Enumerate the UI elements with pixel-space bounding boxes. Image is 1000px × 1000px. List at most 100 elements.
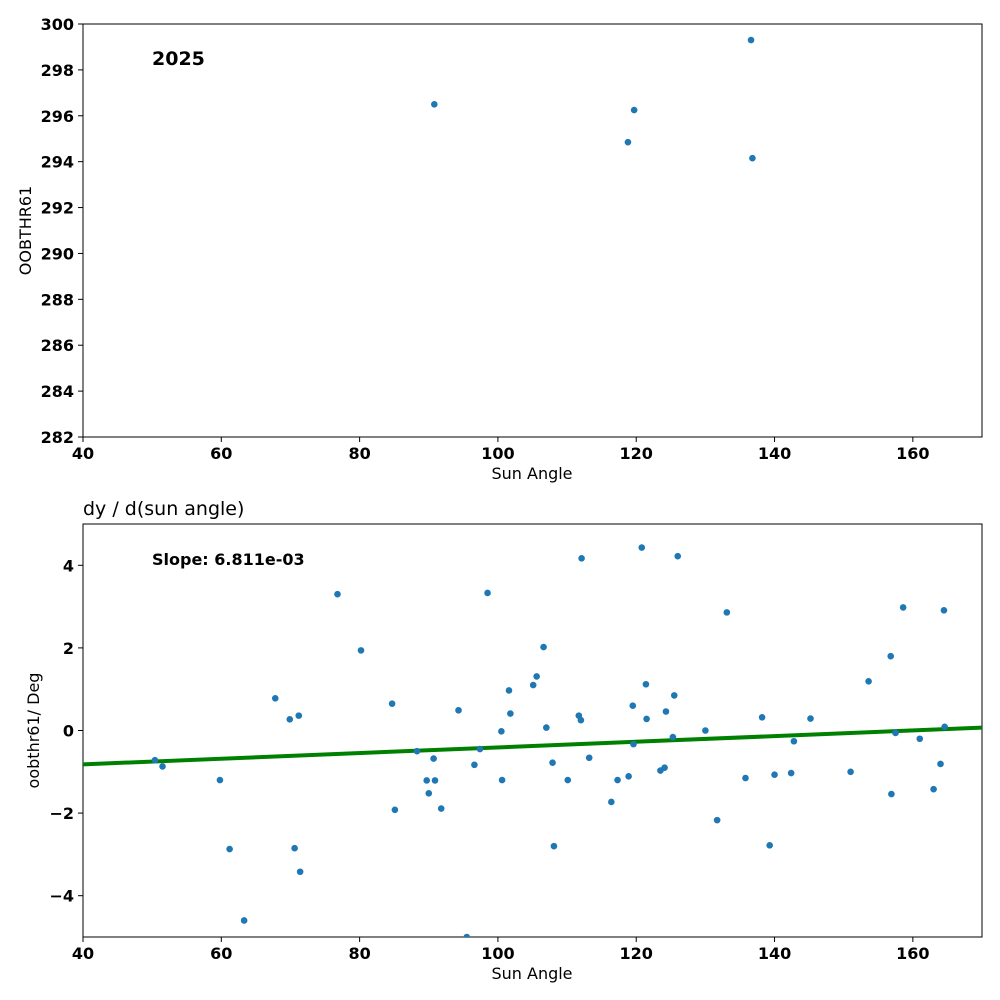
- data-point: [643, 715, 650, 723]
- x-tick-label: 40: [72, 944, 94, 963]
- data-point: [455, 706, 462, 714]
- x-tick-label: 60: [210, 944, 232, 963]
- data-point: [476, 745, 484, 753]
- data-point: [747, 36, 755, 44]
- data-point: [630, 740, 637, 748]
- y-tick-label: 282: [41, 428, 74, 447]
- data-point: [471, 761, 478, 769]
- data-point: [638, 544, 646, 551]
- data-point: [702, 727, 709, 734]
- data-point: [608, 798, 615, 806]
- data-point: [431, 101, 438, 108]
- data-point: [916, 735, 924, 743]
- data-point: [713, 816, 721, 824]
- data-point: [240, 917, 248, 924]
- data-point: [431, 777, 439, 784]
- data-point: [940, 607, 948, 614]
- y-tick-label: 288: [41, 290, 74, 309]
- data-point: [216, 776, 224, 784]
- data-point: [159, 763, 166, 770]
- data-point: [543, 724, 550, 731]
- data-point: [550, 842, 558, 850]
- y-tick-label: 2: [63, 639, 74, 658]
- data-point: [529, 681, 537, 689]
- bottom-plot-title: dy / d(sun angle): [83, 498, 244, 520]
- y-tick-label: −2: [49, 804, 74, 823]
- data-point: [437, 805, 445, 812]
- data-point: [766, 842, 773, 849]
- bottom-plot-annotation: Slope: 6.811e-03: [152, 550, 305, 569]
- trend-line: [83, 725, 982, 767]
- y-tick-label: 0: [63, 722, 74, 741]
- top-plot-annotation: 2025: [152, 48, 205, 70]
- data-point: [742, 774, 749, 782]
- bottom-plot-xlabel: Sun Angle: [491, 964, 572, 983]
- bottom-plot-frame: [82, 523, 983, 938]
- data-point: [630, 106, 638, 114]
- x-tick-label: 80: [348, 944, 370, 963]
- data-point: [749, 154, 756, 162]
- bottom-plot-ylabel: oobthr61/ Deg: [24, 673, 43, 789]
- data-point: [771, 771, 778, 778]
- data-point: [723, 609, 731, 616]
- y-tick-label: 284: [41, 382, 74, 401]
- data-point: [226, 845, 233, 853]
- data-point: [286, 716, 294, 723]
- data-point: [577, 716, 585, 724]
- data-point: [388, 700, 396, 707]
- data-point: [790, 737, 798, 745]
- data-point: [564, 776, 572, 784]
- data-point: [334, 590, 341, 598]
- data-point: [899, 604, 907, 611]
- x-tick-label: 100: [481, 444, 514, 463]
- y-tick-label: 4: [63, 556, 74, 575]
- data-point: [391, 806, 399, 814]
- data-point: [629, 702, 637, 710]
- data-point: [540, 643, 547, 651]
- top-scatter-plot: 2025 Sun Angle OOBTHR61 40 60 80 100 120 140 1…: [16, 15, 983, 483]
- x-tick-label: 40: [72, 444, 94, 463]
- data-point: [498, 776, 506, 784]
- x-tick-label: 140: [758, 444, 791, 463]
- data-point: [625, 773, 632, 780]
- x-tick-label: 140: [758, 944, 791, 963]
- x-tick-label: 80: [348, 444, 370, 463]
- data-point: [549, 759, 556, 767]
- data-point: [585, 754, 593, 762]
- data-point: [533, 673, 540, 680]
- data-point: [498, 728, 505, 735]
- data-point: [295, 712, 303, 719]
- x-tick-label: 120: [620, 944, 653, 963]
- data-point: [423, 777, 430, 784]
- data-point: [291, 844, 298, 852]
- x-tick-label: 120: [620, 444, 653, 463]
- data-point: [865, 678, 872, 685]
- x-tick-label: 160: [896, 444, 929, 463]
- data-point: [271, 694, 279, 702]
- data-point: [661, 764, 668, 771]
- data-point: [888, 790, 895, 798]
- x-tick-label: 160: [896, 944, 929, 963]
- y-tick-label: 296: [41, 107, 74, 126]
- data-point: [357, 647, 365, 654]
- data-point: [430, 755, 437, 762]
- data-point: [937, 760, 944, 768]
- data-point: [578, 554, 585, 562]
- data-point: [484, 589, 491, 597]
- data-point: [807, 715, 814, 722]
- data-point: [505, 687, 513, 694]
- y-tick-label: 292: [41, 199, 74, 218]
- y-tick-label: 286: [41, 336, 74, 355]
- data-points-group: [431, 36, 756, 162]
- data-point: [624, 138, 632, 146]
- x-tick-label: 60: [210, 444, 232, 463]
- data-point: [614, 776, 621, 784]
- data-point: [847, 768, 854, 776]
- data-point: [758, 713, 766, 721]
- data-point: [887, 652, 895, 660]
- data-point: [669, 733, 677, 741]
- top-plot-xlabel: Sun Angle: [491, 464, 572, 483]
- data-point: [296, 868, 304, 876]
- data-point: [151, 756, 159, 764]
